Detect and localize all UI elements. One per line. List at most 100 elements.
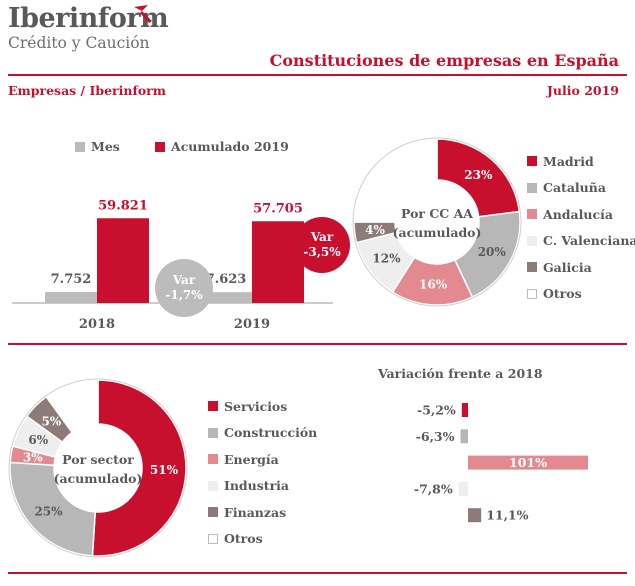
legend-item: Otros [208,526,317,553]
bar-value-label: 7.752 [51,272,92,287]
logo-icon [134,5,152,23]
variation-value-label: -7,8% [414,481,453,496]
bar-value-label: 57.705 [253,201,303,216]
legend-item: Servicios [208,393,317,420]
variation-bar-servicios [461,403,468,417]
x-tick-label: 2018 [79,317,115,332]
legend-swatch [208,427,218,438]
variation-bar-construcci-n [460,429,468,444]
legend-swatch [155,141,165,152]
legend-swatch [527,182,537,193]
pie-center-label: (acumulado) [393,225,482,240]
pie-slice-label: 4% [365,223,385,237]
variation-value-label: -6,3% [416,429,455,444]
legend-label: Acumulado 2019 [171,139,289,154]
bar-acumulado-2019 [97,218,149,303]
pie-center-label: Por CC AA [401,206,473,221]
source-label: Empresas / Iberinform [8,83,166,98]
legend-item: Construcción [208,420,317,447]
legend-label: Galicia [543,259,592,275]
variation-badge-value: -3,5% [303,245,341,259]
legend-swatch [208,533,218,544]
legend-swatch [527,235,537,246]
bar-acumulado-2019 [252,221,304,303]
legend-swatch [208,401,218,412]
legend-label: Servicios [224,398,288,414]
variation-value-label: 11,1% [486,508,528,523]
legend-label: Finanzas [224,504,287,520]
legend-item: Galicia [527,254,635,281]
legend-item: Energía [208,446,317,473]
legend-swatch [527,209,537,220]
legend-item: Industria [208,473,317,500]
legend-label: Otros [543,286,582,302]
bar-value-label: 59.821 [98,198,148,213]
variation-bar-industria [458,481,468,496]
variation-badge-value: -1,7% [165,288,203,302]
pie-slice-otros [45,379,99,434]
brand-tagline: Crédito y Caución [8,34,150,52]
legend-item-mes: Mes [75,139,120,154]
legend-label: Andalucía [543,206,613,222]
legend-item-acumulado: Acumulado 2019 [155,139,289,154]
pie-outline [352,137,522,307]
legend-label: C. Valenciana [543,233,635,249]
header-rule [8,74,627,76]
footer-rule [8,572,627,574]
pie-slice-label: 6% [28,433,48,447]
pie-outline [8,378,188,558]
bar-value-label: 7.623 [206,272,247,287]
bar-mes [200,292,252,303]
legend-label: Industria [224,478,290,494]
date-label: Julio 2019 [547,83,619,98]
pie-slice-otros [353,138,438,223]
pie-slice-label: 25% [34,505,63,519]
legend-swatch [208,480,218,491]
page-title: Constituciones de empresas en España [269,51,619,70]
variation-badge-label: Var [172,273,196,287]
legend-label: Otros [224,531,263,547]
legend-label: Construcción [224,425,318,441]
variation-value-label: 101% [509,455,547,470]
bar-mes [45,292,97,303]
pie-slice-label: 5% [41,414,61,428]
pie-slice-servicios [91,379,187,557]
variation-bar-finanzas [468,508,482,523]
legend-sector: Servicios Construcción Energía Industria Fin… [208,393,317,552]
variation-badge-label: Var [310,230,334,244]
pie-slice-construcci-n [9,461,97,557]
legend-label: Energía [224,451,279,467]
variation-badge [155,259,213,317]
legend-swatch [527,262,537,273]
legend-label: Madrid [543,153,594,169]
legend-label: Mes [91,139,120,154]
variation-value-label: -5,2% [417,403,456,418]
legend-label: Cataluña [543,180,606,196]
legend-item: Madrid [527,148,635,175]
legend-item: Otros [527,281,635,308]
pie-slice-label: 12% [372,252,401,266]
variation-chart-title: Variación frente a 2018 [378,366,543,381]
legend-swatch [208,454,218,465]
pie-slice-label: 16% [419,277,448,291]
legend-swatch [75,141,85,152]
legend-item: Andalucía [527,201,635,228]
pie-slice-label: 3% [23,451,43,465]
variation-badge [294,217,350,273]
pie-center-label: (acumulado) [54,471,143,486]
pie-slice-label: 23% [464,168,493,182]
pie-slice-label: 20% [478,245,507,259]
legend-ccaa: Madrid Cataluña Andalucía C. Valenciana Gali… [527,148,635,307]
legend-swatch [208,507,218,518]
section-rule [8,343,627,345]
legend-item: C. Valenciana [527,228,635,255]
legend-item: Cataluña [527,175,635,202]
pie-center-label: Por sector [62,452,134,467]
legend-item: Finanzas [208,499,317,526]
legend-swatch [527,156,537,167]
variation-bar-energ-a [468,455,588,470]
